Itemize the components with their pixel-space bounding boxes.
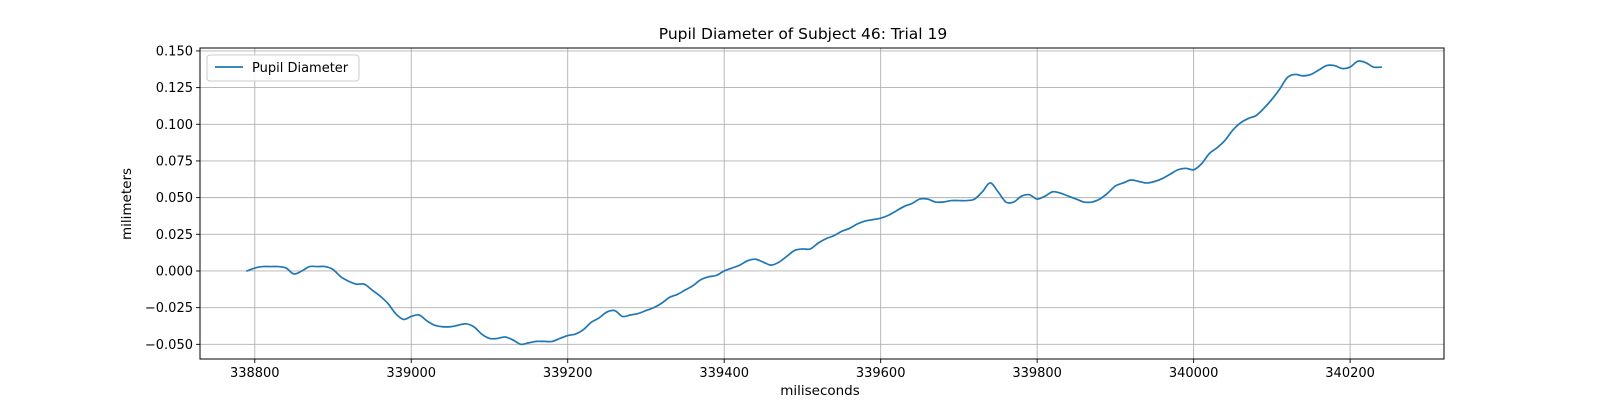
legend: Pupil Diameter	[206, 54, 360, 82]
x-tick-label: 339800	[1012, 366, 1062, 381]
y-tick-label: 0.075	[156, 154, 193, 169]
x-tick-label: 340200	[1325, 366, 1375, 381]
x-tick-label: 339600	[856, 366, 906, 381]
x-tick-label: 339400	[699, 366, 749, 381]
y-tick-label: −0.050	[145, 338, 193, 353]
grid	[200, 48, 1444, 359]
legend-label: Pupil Diameter	[252, 61, 349, 76]
series-line-pupil-diameter	[246, 60, 1383, 346]
plot-frame	[199, 47, 1445, 360]
y-axis: −0.050 −0.025 0.000 0.025 0.050 0.075 0.100 0.1…	[145, 44, 200, 353]
y-tick-label: 0.150	[156, 44, 193, 59]
x-tick-label: 339000	[386, 366, 436, 381]
y-axis-label: milimeters	[119, 168, 135, 240]
series-group	[246, 60, 1383, 346]
y-tick-label: 0.000	[156, 264, 193, 279]
x-axis: 338800 339000 339200 339400 339600 339800 3400…	[230, 359, 1375, 381]
x-tick-label: 338800	[230, 366, 280, 381]
x-tick-label: 339200	[543, 366, 593, 381]
x-axis-label: miliseconds	[780, 383, 860, 399]
legend-box	[206, 54, 360, 82]
x-tick-label: 340000	[1169, 366, 1219, 381]
y-tick-label: 0.100	[156, 118, 193, 133]
y-tick-label: 0.025	[156, 228, 193, 243]
chart-title: Pupil Diameter of Subject 46: Trial 19	[659, 25, 948, 43]
y-tick-label: −0.025	[145, 301, 193, 316]
y-tick-label: 0.050	[156, 191, 193, 206]
y-tick-label: 0.125	[156, 81, 193, 96]
